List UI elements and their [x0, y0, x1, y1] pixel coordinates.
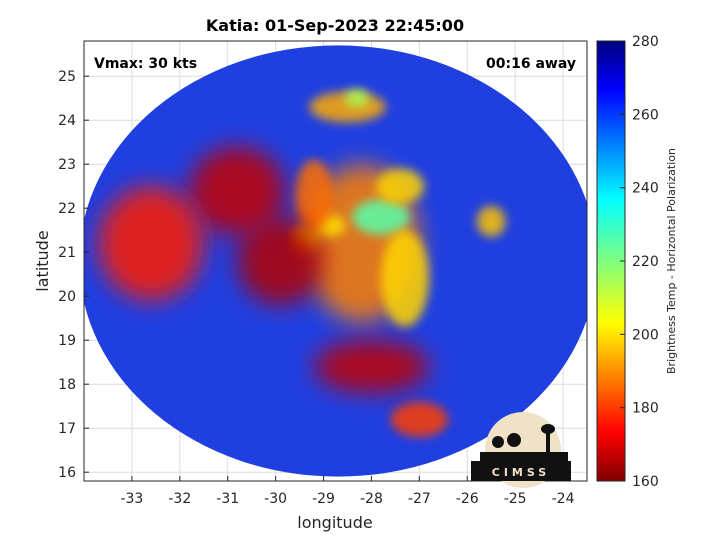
cimss-logo: CIMSS: [471, 412, 571, 488]
y-tick-label: 16: [58, 465, 76, 481]
y-tick-label: 18: [58, 377, 76, 393]
x-axis-ticks: -33 -32 -31 -30 -29 -28 -27 -26 -25 -24: [120, 476, 575, 507]
y-tick-label: 19: [58, 333, 76, 349]
y-tick-label: 17: [58, 421, 76, 437]
brightness-feature: [476, 206, 506, 237]
plot-frame: [83, 40, 588, 482]
logo-dish-left: [492, 436, 504, 448]
y-tick-label: 24: [58, 113, 76, 129]
y-tick-label: 25: [58, 69, 76, 85]
time-away-label: 00:16 away: [486, 56, 576, 72]
colorbar-ticks: 160 180 200 220 240 260 280: [620, 34, 659, 490]
colorbar-label: Brightness Temp - Horizontal Polarizatio…: [665, 148, 678, 374]
colorbar-tick-label: 240: [632, 181, 659, 197]
x-tick-label: -24: [552, 491, 575, 507]
y-tick-label: 22: [58, 201, 76, 217]
x-axis-label: longitude: [297, 513, 372, 532]
logo-dish-right: [507, 433, 521, 447]
x-tick-label: -30: [264, 491, 287, 507]
y-axis-ticks: 16 17 18 19 20 21 22 23 24 25: [58, 69, 89, 481]
brightness-feature: [345, 89, 370, 107]
y-tick-label: 21: [58, 245, 76, 261]
logo-tower-tank: [541, 424, 555, 434]
colorbar-tick-label: 220: [632, 254, 659, 270]
x-tick-label: -31: [216, 491, 239, 507]
x-tick-label: -33: [120, 491, 143, 507]
vmax-label: Vmax: 30 kts: [94, 56, 197, 72]
brightness-feature: [376, 168, 425, 204]
brightness-feature: [294, 159, 334, 231]
brightness-feature: [189, 146, 286, 235]
colorbar-tick-label: 180: [632, 401, 659, 417]
colorbar-tick-label: 260: [632, 107, 659, 123]
logo-building: [480, 452, 568, 462]
brightness-feature: [352, 199, 410, 235]
logo-tower: [546, 432, 550, 454]
y-tick-label: 23: [58, 157, 76, 173]
brightness-features: [98, 89, 506, 437]
logo-text: CIMSS: [492, 466, 550, 479]
logo-banner: [471, 461, 571, 481]
y-axis-label: latitude: [33, 230, 52, 291]
colorbar: 160 180 200 220 240 260 280 Brightness Temp - …: [596, 34, 678, 490]
colorbar-tick-label: 200: [632, 327, 659, 343]
x-tick-label: -27: [408, 491, 431, 507]
x-tick-label: -32: [168, 491, 191, 507]
x-tick-label: -25: [504, 491, 527, 507]
plot-area: -33 -32 -31 -30 -29 -28 -27 -26 -25 -24 16 17 18 19 2…: [33, 40, 588, 532]
colorbar-tick-label: 160: [632, 474, 659, 490]
brightness-feature: [98, 186, 204, 301]
x-tick-label: -26: [456, 491, 479, 507]
brightness-feature: [381, 230, 429, 327]
y-tick-label: 20: [58, 289, 76, 305]
x-tick-label: -28: [360, 491, 383, 507]
colorbar-tick-label: 280: [632, 34, 659, 50]
x-tick-label: -29: [312, 491, 335, 507]
brightness-feature: [237, 217, 324, 305]
chart-title: Katia: 01-Sep-2023 22:45:00: [206, 16, 464, 35]
brightness-feature: [390, 401, 449, 437]
brightness-feature: [313, 340, 429, 393]
